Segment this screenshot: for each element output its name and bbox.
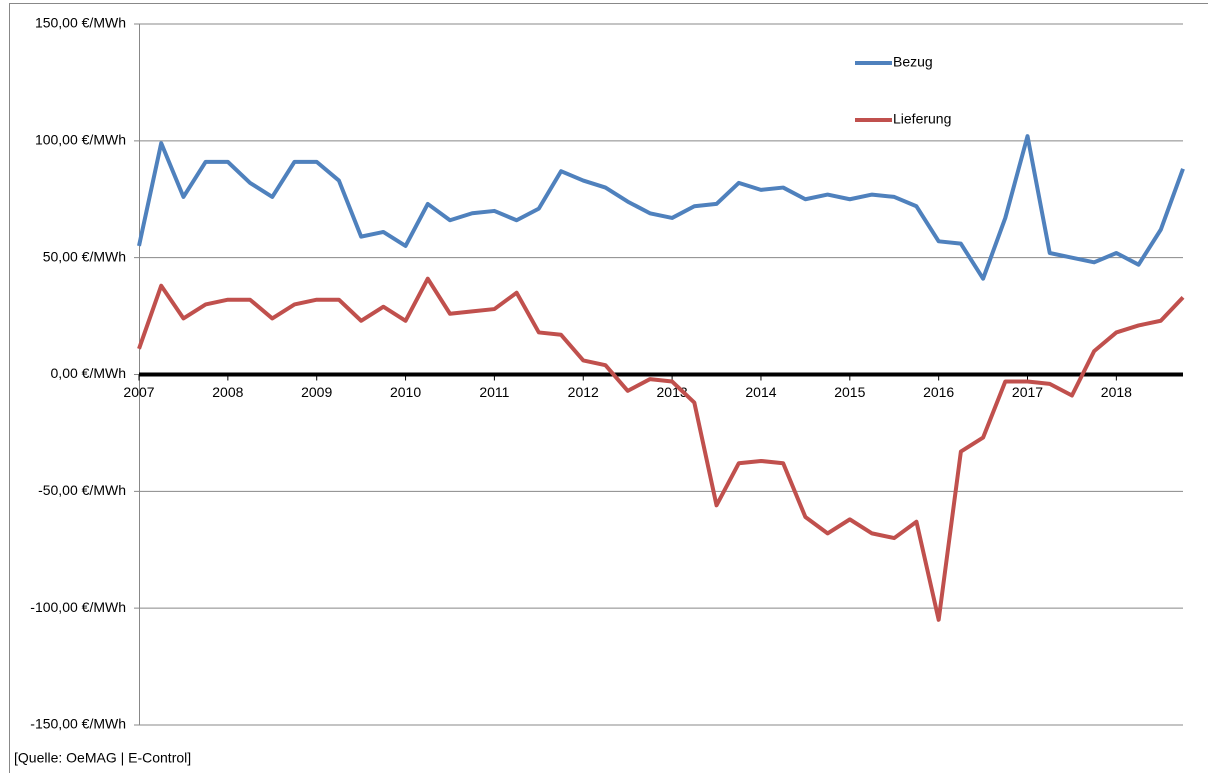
line-series (137, 134, 1185, 281)
x-tick-label: 2012 (568, 384, 599, 400)
x-tick-label: 2011 (479, 384, 509, 400)
x-tick-label: 2015 (834, 384, 865, 400)
x-tick-label: 2010 (390, 384, 421, 400)
y-tick-label: 100,00 €/MWh (35, 132, 126, 148)
x-tick-label: 2014 (745, 384, 776, 400)
y-tick-label: -150,00 €/MWh (30, 716, 126, 732)
source: [Quelle: OeMAG | E-Control] (14, 750, 191, 766)
y-tick-label: -50,00 €/MWh (38, 482, 126, 498)
x-tick-label: 2009 (301, 384, 332, 400)
legend-label: Lieferung (893, 111, 951, 127)
x-tick-label: 2017 (1012, 384, 1043, 400)
x-tick-label: 2008 (212, 384, 243, 400)
y-tick-label: 150,00 €/MWh (35, 15, 126, 31)
y-tick-label: 50,00 €/MWh (43, 248, 126, 264)
legend-label: Bezug (893, 54, 933, 70)
x-tick-label: 2007 (123, 384, 154, 400)
y-tick-label: 0,00 €/MWh (51, 365, 126, 381)
line-series (137, 276, 1185, 622)
y-tick-label: -100,00 €/MWh (30, 599, 126, 615)
x-tick-label: 2016 (923, 384, 954, 400)
x-tick-label: 2018 (1101, 384, 1132, 400)
